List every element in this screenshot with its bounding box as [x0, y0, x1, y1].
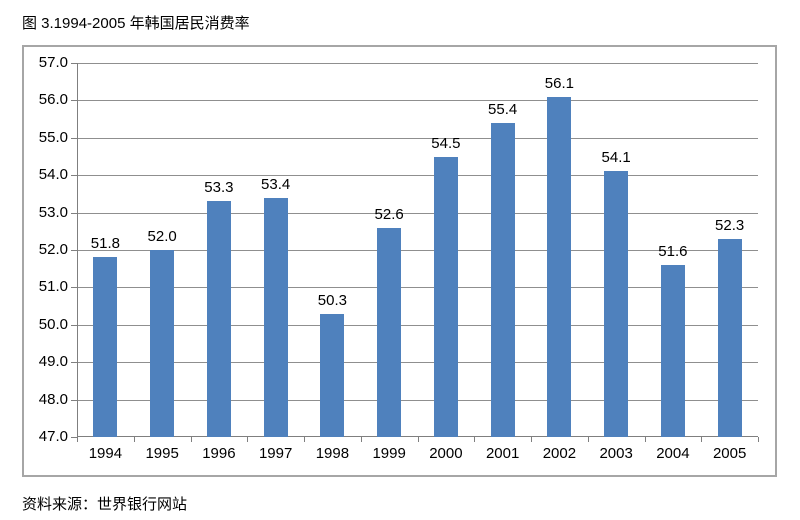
bar	[93, 257, 118, 437]
x-axis-tick	[133, 437, 135, 442]
bar	[206, 201, 231, 437]
chart-frame: 47.0 48.0 49.0 50.0 51.0 52.0 53.0 54.0 55.0 56.0…	[22, 45, 777, 477]
plot-area: 47.0 48.0 49.0 50.0 51.0 52.0 53.0 54.0 55.0 56.0…	[39, 55, 759, 462]
bar-value-label: 50.3	[317, 291, 347, 309]
gridline	[77, 100, 758, 102]
y-axis-tick	[71, 362, 77, 364]
chart-title: 图 3.1994-2005 年韩国居民消费率	[22, 15, 250, 32]
y-axis-tick	[71, 437, 77, 438]
bar-value-label: 51.8	[90, 235, 120, 253]
x-axis-tick	[247, 437, 249, 442]
y-axis-tick	[71, 100, 77, 102]
x-tick-label: 2004	[656, 445, 690, 462]
gridline	[77, 175, 758, 177]
gridline	[77, 362, 758, 364]
x-axis-tick	[190, 437, 192, 442]
x-axis-tick	[644, 437, 646, 442]
gridline	[77, 137, 758, 139]
x-axis-line	[77, 436, 758, 437]
x-tick-label: 2000	[429, 445, 463, 462]
y-axis-tick	[71, 63, 77, 64]
x-tick-label: 1999	[372, 445, 406, 462]
bar-value-label: 51.6	[658, 242, 688, 260]
bar-value-label: 53.4	[261, 175, 291, 193]
x-tick-label: 2005	[712, 445, 747, 462]
bar-value-label: 52.6	[374, 205, 404, 223]
y-axis-tick	[71, 175, 77, 177]
bar-value-label: 55.4	[488, 100, 518, 118]
x-tick-label: 1994	[88, 445, 123, 462]
bar	[433, 156, 458, 437]
gridline	[77, 287, 758, 289]
source-note: 资料来源：世界银行网站	[22, 496, 188, 513]
y-tick-label: 47.0	[38, 428, 68, 445]
bar-value-label: 54.1	[601, 149, 631, 167]
y-tick-label: 56.0	[38, 91, 68, 109]
y-axis-tick	[71, 137, 77, 139]
y-axis-tick	[71, 399, 77, 401]
y-tick-label: 49.0	[38, 353, 68, 371]
y-tick-label: 50.0	[38, 315, 68, 333]
x-tick-label: 2001	[485, 445, 520, 462]
bar	[377, 227, 402, 437]
x-tick-label: 1995	[145, 445, 179, 462]
x-axis-tick	[474, 437, 476, 442]
gridline	[77, 212, 758, 214]
y-axis-tick	[71, 250, 77, 251]
gridline	[77, 399, 758, 401]
x-axis-tick	[77, 437, 78, 442]
y-tick-label: 53.0	[38, 203, 68, 221]
x-tick-label: 2002	[542, 445, 577, 462]
x-axis-tick	[304, 437, 305, 442]
x-tick-label: 2003	[599, 445, 633, 462]
gridline	[77, 63, 758, 64]
bar	[263, 197, 288, 437]
bar-value-label: 52.3	[715, 216, 745, 234]
x-tick-label: 1996	[202, 445, 236, 462]
y-tick-label: 54.0	[38, 166, 68, 184]
bar-value-label: 52.0	[147, 228, 177, 245]
gridline	[77, 324, 758, 326]
bar	[660, 264, 685, 437]
x-tick-label: 1998	[315, 445, 350, 462]
bar	[604, 171, 629, 437]
x-axis-tick	[587, 437, 589, 442]
y-axis-tick	[71, 287, 77, 289]
bar	[547, 96, 572, 437]
bar-value-label: 53.3	[204, 179, 234, 197]
bar	[717, 238, 742, 437]
bar-value-label: 54.5	[431, 134, 461, 152]
y-tick-label: 51.0	[38, 278, 68, 296]
bar-value-label: 56.1	[544, 74, 574, 92]
y-tick-label: 48.0	[38, 390, 68, 408]
bar	[320, 313, 345, 437]
y-tick-label: 57.0	[38, 54, 68, 71]
x-axis-tick	[701, 437, 703, 442]
y-axis-tick	[71, 324, 77, 326]
y-tick-label: 55.0	[38, 128, 68, 146]
x-axis-tick	[531, 437, 532, 442]
x-axis-tick	[758, 437, 759, 442]
bar	[490, 122, 515, 437]
y-tick-label: 52.0	[38, 241, 68, 258]
y-axis-tick	[71, 212, 77, 214]
x-axis-tick	[417, 437, 419, 442]
x-axis-tick	[360, 437, 362, 442]
gridline	[77, 250, 758, 251]
x-tick-label: 1997	[258, 445, 293, 462]
bar	[150, 250, 175, 437]
y-axis-line	[77, 63, 78, 437]
